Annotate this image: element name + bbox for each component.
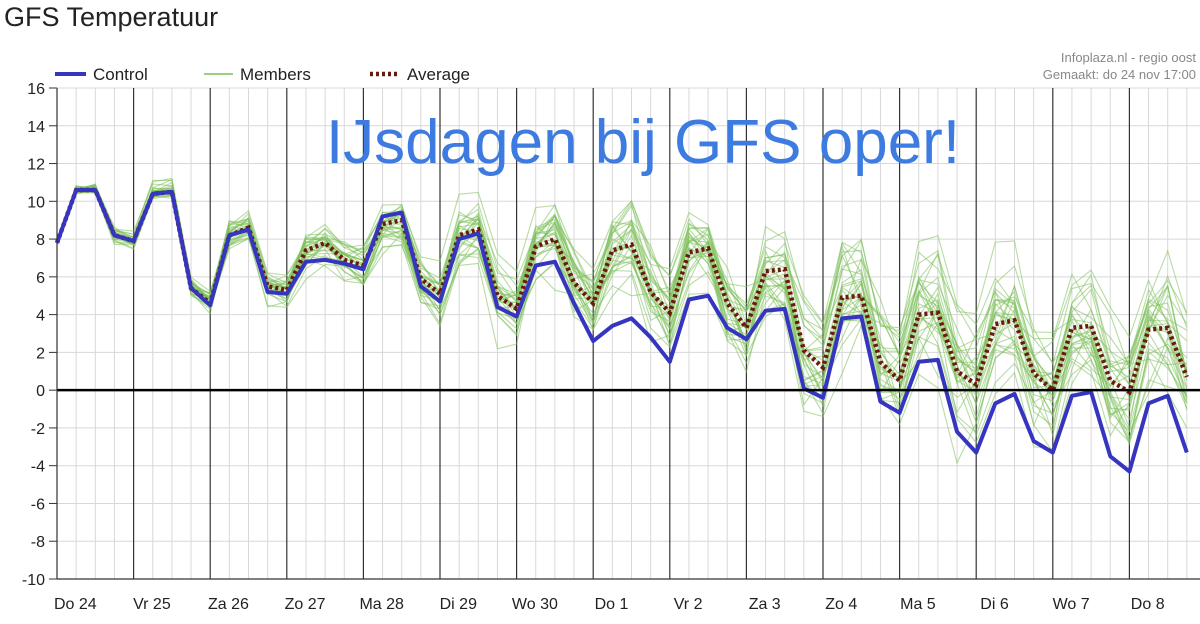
x-tick-label: Do 1 [595, 596, 629, 613]
y-tick-label: 8 [36, 232, 45, 249]
y-tick-label: 6 [36, 270, 45, 287]
y-tick-label: 12 [27, 157, 45, 174]
x-tick-label: Do 8 [1131, 596, 1165, 613]
x-tick-label: Za 3 [749, 596, 781, 613]
y-tick-label: -4 [31, 459, 45, 476]
average-line [54, 187, 1189, 396]
y-tick-label: 0 [36, 383, 45, 400]
member-line [56, 184, 1188, 420]
member-line [56, 188, 1188, 453]
y-tick-label: 14 [27, 119, 45, 136]
x-tick-label: Zo 4 [825, 596, 857, 613]
chart-title: GFS Temperatuur [4, 2, 219, 32]
x-tick-labels: Do 24 Vr 25 Za 26 Zo 27 Ma 28 Di 29 Wo 30 Do 1 V… [54, 596, 1165, 613]
member-line [56, 185, 1188, 404]
y-tick-label: -8 [31, 534, 45, 551]
legend: Control Members Average [55, 65, 470, 84]
annotation-text: IJsdagen bij GFS oper! [326, 108, 960, 177]
average-series [54, 187, 1189, 396]
member-line [56, 185, 1188, 417]
legend-members-label: Members [240, 65, 311, 84]
x-tick-label: Di 29 [440, 596, 477, 613]
member-line [56, 178, 1188, 375]
x-tick-label: Ma 28 [359, 596, 404, 613]
member-line [56, 187, 1188, 420]
member-line [56, 184, 1188, 444]
axes [56, 88, 1200, 580]
x-tick-label: Wo 7 [1053, 596, 1090, 613]
x-tick-label: Di 6 [980, 596, 1009, 613]
member-line [56, 188, 1188, 397]
y-tick-label: 10 [27, 194, 45, 211]
member-line [56, 188, 1188, 418]
y-tick-label: -6 [31, 496, 45, 513]
member-line [56, 189, 1188, 415]
member-line [56, 187, 1188, 379]
x-tick-label: Wo 30 [512, 596, 558, 613]
legend-control-label: Control [93, 65, 148, 84]
y-tick-label: -10 [22, 572, 45, 589]
y-tick-label: -2 [31, 421, 45, 438]
x-tick-label: Do 24 [54, 596, 97, 613]
legend-average-label: Average [407, 65, 470, 84]
x-tick-label: Zo 27 [285, 596, 326, 613]
source-timestamp: Gemaakt: do 24 nov 17:00 [1043, 67, 1196, 82]
y-tick-label: 2 [36, 345, 45, 362]
x-tick-label: Ma 5 [900, 596, 936, 613]
minor-grid [57, 87, 1200, 580]
member-line [56, 187, 1188, 434]
y-tick-label: 4 [36, 308, 45, 325]
y-tick-label: 16 [27, 81, 45, 98]
control-line [55, 188, 1189, 474]
source-credit: Infoplaza.nl - regio oost [1061, 50, 1197, 65]
x-tick-label: Za 26 [208, 596, 249, 613]
y-tick-labels: 16 14 12 10 8 6 4 2 0 -2 -4 -6 -8 -10 [22, 81, 57, 589]
x-tick-label: Vr 2 [674, 596, 703, 613]
x-tick-label: Vr 25 [133, 596, 171, 613]
control-series [55, 188, 1189, 474]
